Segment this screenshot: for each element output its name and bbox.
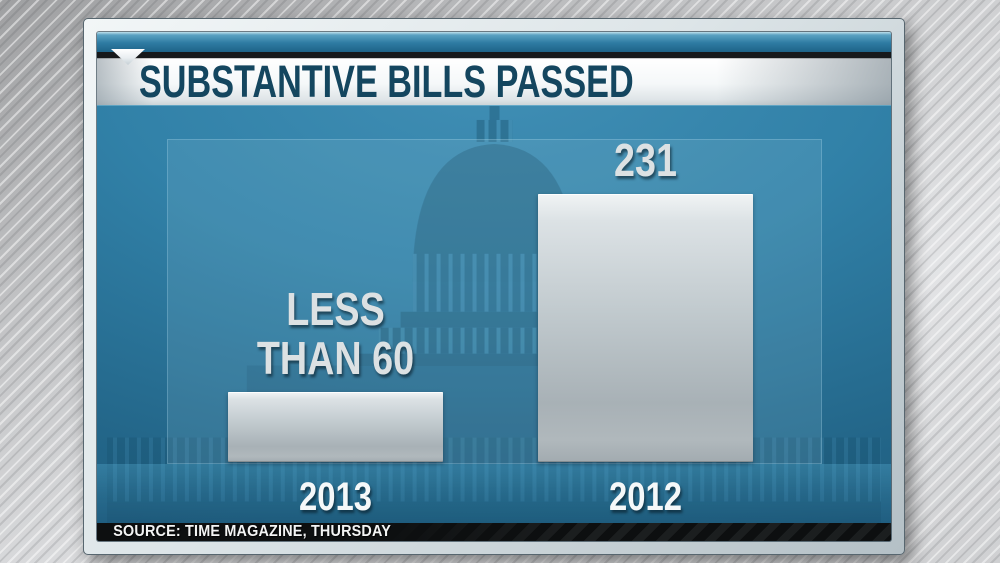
bar-value-label: 231 — [614, 133, 677, 186]
axis-label-2012: 2012 — [609, 475, 682, 519]
axis-label-2013: 2013 — [299, 475, 372, 519]
source-text: SOURCE: TIME MAGAZINE, THURSDAY — [113, 523, 392, 540]
bar-group-2013: LESS THAN 60 2013 — [228, 283, 443, 519]
title-bar: SUBSTANTIVE BILLS PASSED — [97, 55, 891, 107]
chart-area: LESS THAN 60 2013 231 2012 — [97, 105, 891, 523]
bar-value-label: LESS THAN 60 — [256, 283, 415, 384]
bar-group-2012: 231 2012 — [538, 133, 753, 519]
chart-baseline-band — [97, 464, 891, 523]
panel-content: LESS THAN 60 2013 231 2012 SUBSTANTIVE B… — [97, 32, 891, 541]
bar-2013 — [228, 392, 443, 462]
graphic-panel: LESS THAN 60 2013 231 2012 SUBSTANTIVE B… — [83, 18, 905, 555]
header-divider — [97, 52, 891, 58]
source-bar: SOURCE: TIME MAGAZINE, THURSDAY — [97, 523, 891, 541]
bar-2012 — [538, 194, 753, 462]
top-blue-strip — [97, 32, 891, 52]
page-title: SUBSTANTIVE BILLS PASSED — [139, 55, 634, 107]
